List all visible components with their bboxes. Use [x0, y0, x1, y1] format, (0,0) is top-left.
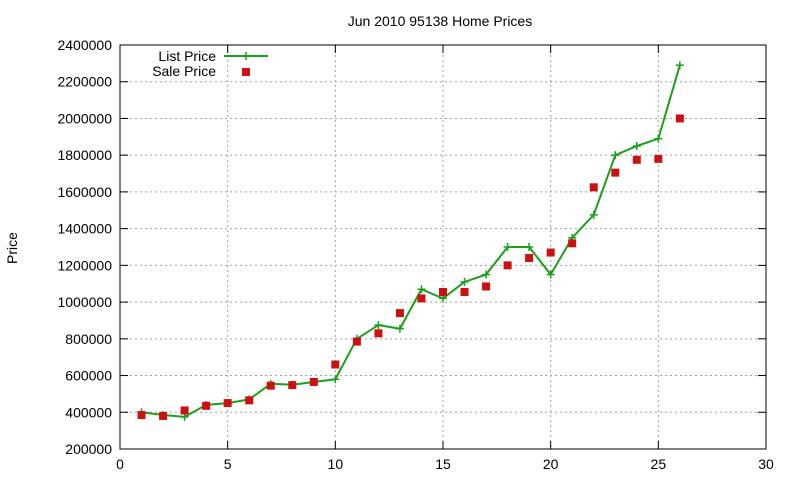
- sale-price-point: [675, 114, 684, 123]
- sale-price-point: [159, 411, 168, 420]
- sale-price-point: [439, 287, 447, 296]
- list-price-line: [141, 64, 681, 418]
- sale-price-point: [266, 381, 275, 390]
- sale-price-point: [352, 337, 361, 346]
- legend-marker-list-price: [242, 52, 250, 60]
- x-tick-label: 20: [543, 456, 559, 472]
- sale-price-point: [137, 411, 146, 420]
- sale-price-point: [309, 377, 318, 386]
- list-price-point: [503, 243, 512, 251]
- legend-label-list-price: List Price: [158, 48, 216, 64]
- sale-price-point: [202, 401, 211, 410]
- y-tick-label: 600000: [65, 368, 112, 384]
- x-tick-label: 0: [116, 456, 124, 472]
- y-tick-label: 1400000: [57, 221, 112, 237]
- list-price-point: [374, 321, 383, 330]
- legend: List Price Sale Price: [152, 48, 268, 79]
- x-tick-label: 25: [651, 456, 667, 472]
- x-tick-label: 5: [224, 456, 232, 472]
- list-price-point: [632, 142, 641, 150]
- list-price-point: [460, 277, 469, 286]
- list-price-point: [417, 285, 426, 294]
- chart-title: Jun 2010 95138 Home Prices: [348, 13, 532, 29]
- list-price-point: [546, 270, 555, 279]
- sale-price-point: [525, 254, 534, 263]
- y-tick-label: 1200000: [57, 257, 112, 273]
- y-tick-label: 2200000: [57, 74, 112, 90]
- list-price-point: [331, 375, 340, 384]
- list-price-point: [675, 61, 684, 70]
- y-tick-label: 1800000: [57, 147, 112, 163]
- plot-frame: [119, 44, 767, 450]
- sale-price-point: [589, 183, 598, 192]
- sale-price-point: [460, 287, 469, 296]
- sale-price-point: [482, 282, 491, 291]
- grid: [120, 45, 766, 449]
- sale-price-point: [331, 360, 340, 369]
- sale-price-point: [245, 396, 254, 405]
- series: [137, 61, 684, 421]
- sale-price-point: [223, 399, 232, 408]
- sale-price-point: [417, 294, 426, 303]
- legend-label-sale-price: Sale Price: [152, 63, 216, 79]
- sale-price-point: [180, 406, 189, 415]
- sale-price-point: [288, 381, 297, 390]
- sale-price-point: [568, 239, 577, 248]
- sale-price-point: [632, 155, 641, 164]
- sale-price-point: [374, 329, 383, 338]
- y-tick-label: 2400000: [57, 37, 112, 53]
- y-tick-label: 1600000: [57, 184, 112, 200]
- tick-labels: 0 5 10 15 20 25 30 200000 400000 600000 800000 1000…: [57, 37, 774, 472]
- x-tick-label: 10: [328, 456, 344, 472]
- list-price-point: [482, 270, 491, 279]
- y-axis-label: Price: [4, 232, 20, 264]
- list-price-point: [589, 210, 598, 219]
- sale-price-point: [654, 154, 663, 163]
- list-price-point: [525, 243, 534, 251]
- y-tick-label: 400000: [65, 404, 112, 420]
- list-price-point: [395, 324, 404, 333]
- y-tick-label: 2000000: [57, 110, 112, 126]
- sale-price-point: [546, 248, 555, 257]
- sale-price-point: [611, 168, 620, 177]
- y-tick-label: 1000000: [57, 294, 112, 310]
- x-tick-label: 30: [758, 456, 774, 472]
- sale-price-point: [503, 261, 512, 270]
- y-tick-label: 200000: [65, 441, 112, 457]
- list-price-point: [611, 151, 620, 160]
- sale-price-point: [395, 309, 404, 318]
- x-tick-label: 15: [435, 456, 451, 472]
- y-tick-label: 800000: [65, 331, 112, 347]
- list-price-point: [654, 134, 663, 143]
- legend-marker-sale-price: [242, 68, 250, 76]
